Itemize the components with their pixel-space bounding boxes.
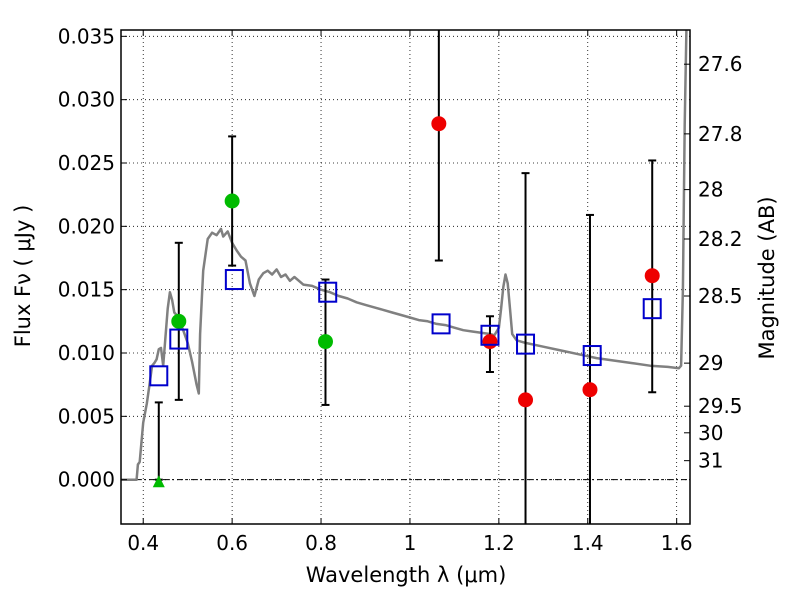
green-detections-point bbox=[171, 313, 187, 329]
magnitude-tick-label: 27.8 bbox=[698, 122, 743, 146]
y-tick-label: 0.015 bbox=[58, 278, 115, 302]
magnitude-tick-label: 28 bbox=[698, 178, 723, 202]
magnitude-tick-label: 31 bbox=[698, 449, 723, 473]
x-tick-label: 0.8 bbox=[305, 531, 337, 555]
markers-layer bbox=[149, 116, 662, 488]
y-tick-labels: 0.000 0.005 0.010 0.015 0.020 0.025 0.030 0.035 bbox=[58, 24, 115, 491]
model-photometry-point bbox=[582, 345, 602, 367]
x-tick-label: 0.4 bbox=[127, 531, 159, 555]
magnitude-tick-label: 29.5 bbox=[698, 394, 743, 418]
x-tick-label: 0.6 bbox=[216, 531, 248, 555]
x-tick-label: 1.6 bbox=[661, 531, 693, 555]
magnitude-tick-label: 28.2 bbox=[698, 227, 743, 251]
model-photometry-point bbox=[318, 281, 338, 303]
plot-frame bbox=[120, 29, 691, 525]
y-tick-label: 0.010 bbox=[58, 341, 115, 365]
right-axis-label: Magnitude (AB) bbox=[755, 196, 779, 359]
y-tick-label: 0.030 bbox=[58, 88, 115, 112]
y-tick-label: 0.020 bbox=[58, 214, 115, 238]
model-photometry-point bbox=[431, 313, 451, 335]
magnitude-tick-label: 30 bbox=[698, 421, 723, 445]
model-photometry-point bbox=[149, 365, 169, 387]
red-detections-point bbox=[482, 334, 498, 350]
model-sed-line bbox=[121, 29, 688, 481]
green-detections-point bbox=[317, 334, 333, 350]
x-tick-labels: 0.4 0.6 0.8 1 1.2 1.4 1.6 bbox=[127, 531, 692, 555]
y-tick-label: 0.005 bbox=[58, 404, 115, 428]
model-photometry-point bbox=[224, 269, 244, 291]
model-photometry-point bbox=[480, 324, 500, 346]
y-tick-label: 0.000 bbox=[58, 468, 115, 492]
green-detections-point bbox=[224, 193, 240, 209]
green-upper-limit-point bbox=[152, 475, 165, 488]
red-detections-point bbox=[431, 116, 447, 132]
tick-marks bbox=[121, 30, 690, 524]
magnitude-tick-label: 27.6 bbox=[698, 52, 743, 76]
model-photometry-point bbox=[516, 333, 536, 355]
y-tick-label: 0.035 bbox=[58, 24, 115, 48]
x-tick-label: 1.2 bbox=[483, 531, 515, 555]
magnitude-tick-labels: 27.6 27.8 28 28.2 28.5 29 29.5 30 31 bbox=[698, 52, 743, 472]
model-photometry-point bbox=[642, 298, 662, 320]
magnitude-tick-label: 28.5 bbox=[698, 284, 743, 308]
x-axis-label: Wavelength λ (μm) bbox=[306, 563, 507, 587]
red-detections-point bbox=[582, 382, 598, 398]
model-photometry-point bbox=[169, 328, 189, 350]
y-axis-label: Flux Fν ( μJy ) bbox=[11, 205, 35, 348]
red-detections-point bbox=[644, 268, 660, 284]
magnitude-tick-label: 29 bbox=[698, 351, 723, 375]
y-tick-label: 0.025 bbox=[58, 151, 115, 175]
x-tick-label: 1.4 bbox=[572, 531, 604, 555]
x-tick-label: 1 bbox=[404, 531, 417, 555]
model-sed-layer bbox=[121, 29, 688, 481]
red-detections-point bbox=[518, 392, 534, 408]
